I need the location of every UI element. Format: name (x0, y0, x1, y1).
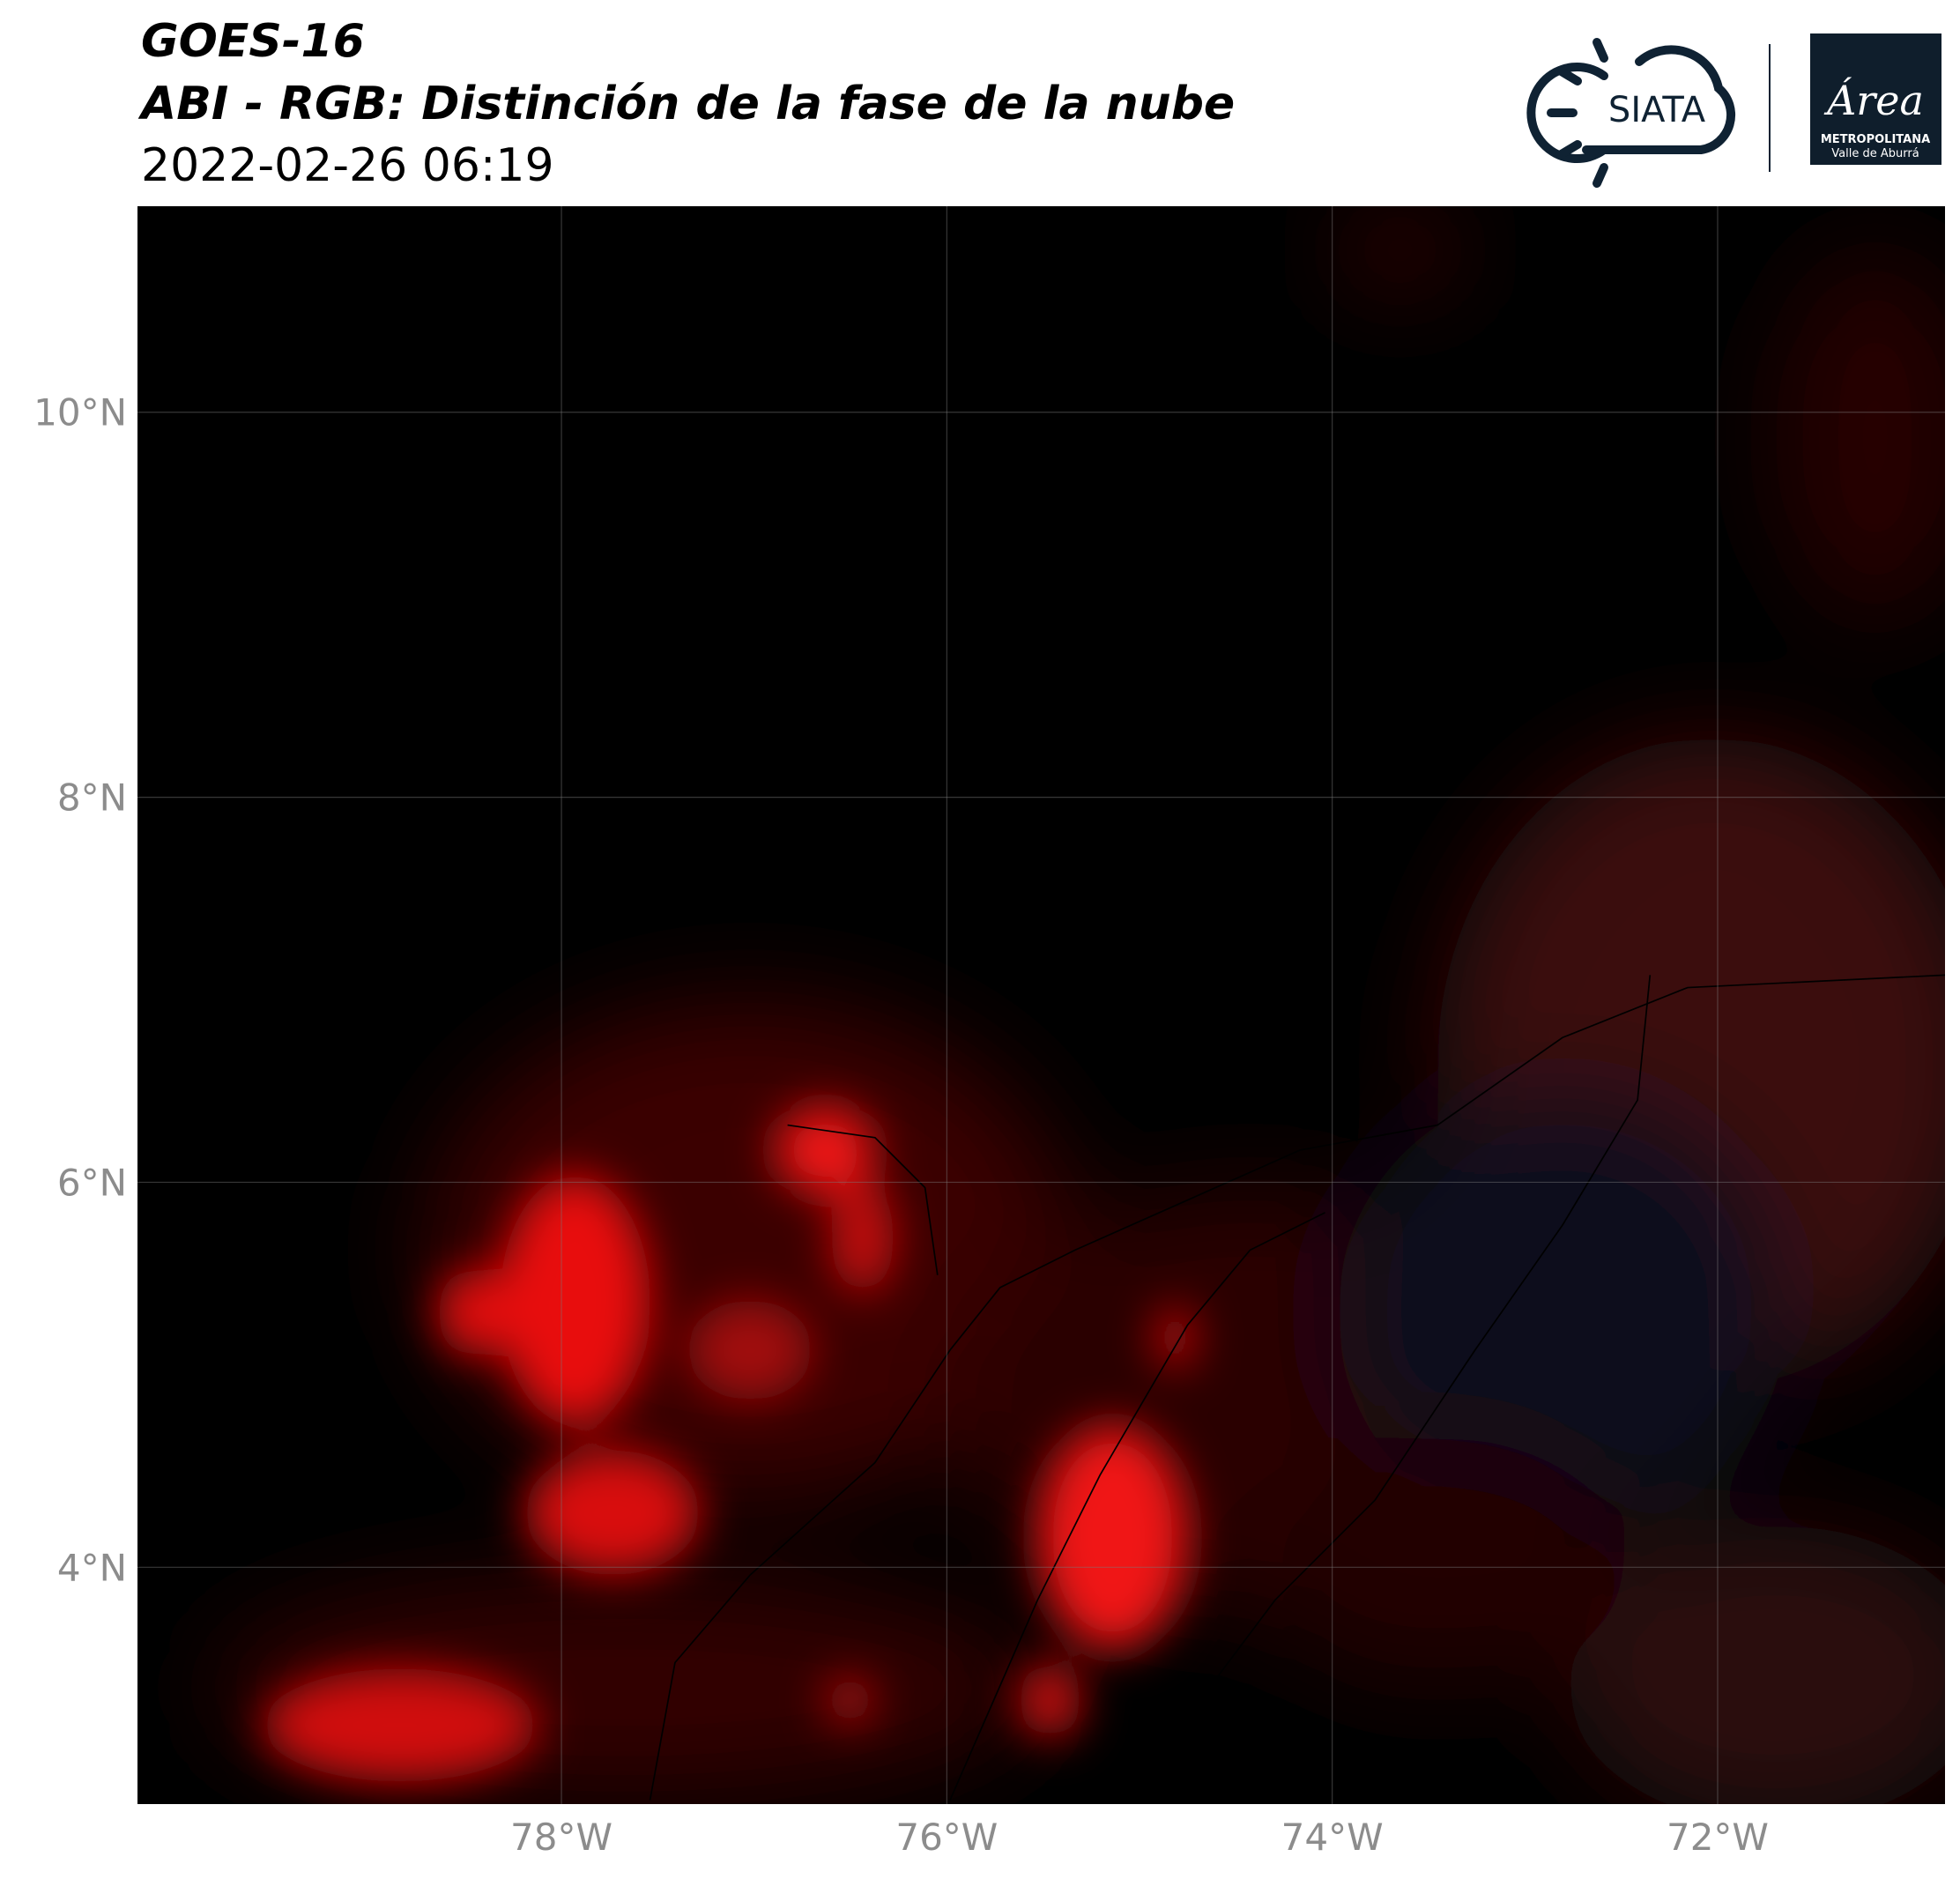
y-tick-label: 8°N (57, 776, 127, 820)
x-tick-label: 72°W (1667, 1816, 1769, 1859)
siata-logo: SIATA (1526, 38, 1736, 188)
x-tick-label: 76°W (895, 1816, 998, 1859)
borders (649, 974, 1945, 1801)
y-tick-label: 10°N (33, 391, 127, 434)
x-tick-label: 78°W (510, 1816, 612, 1859)
area-line1: METROPOLITANA (1821, 133, 1930, 146)
siata-text: SIATA (1608, 90, 1706, 130)
subtitle: ABI - RGB: Distinción de la fase de la n… (137, 78, 1235, 130)
y-tick-label: 4°N (57, 1546, 127, 1589)
y-tick-label: 6°N (57, 1161, 127, 1204)
timestamp: 2022-02-26 06:19 (141, 139, 554, 192)
satellite-image (212, 212, 1945, 1804)
x-tick-label: 74°W (1281, 1816, 1384, 1859)
tick-labels: 78°W 76°W 74°W 72°W 10°N 8°N 6°N 4°N (33, 391, 1769, 1859)
area-logo: Área METROPOLITANA Valle de Aburrá (1810, 33, 1941, 165)
grid (137, 206, 1945, 1804)
area-text: Área (1823, 76, 1924, 124)
title: GOES-16 (141, 15, 365, 68)
area-line2: Valle de Aburrá (1831, 147, 1919, 160)
